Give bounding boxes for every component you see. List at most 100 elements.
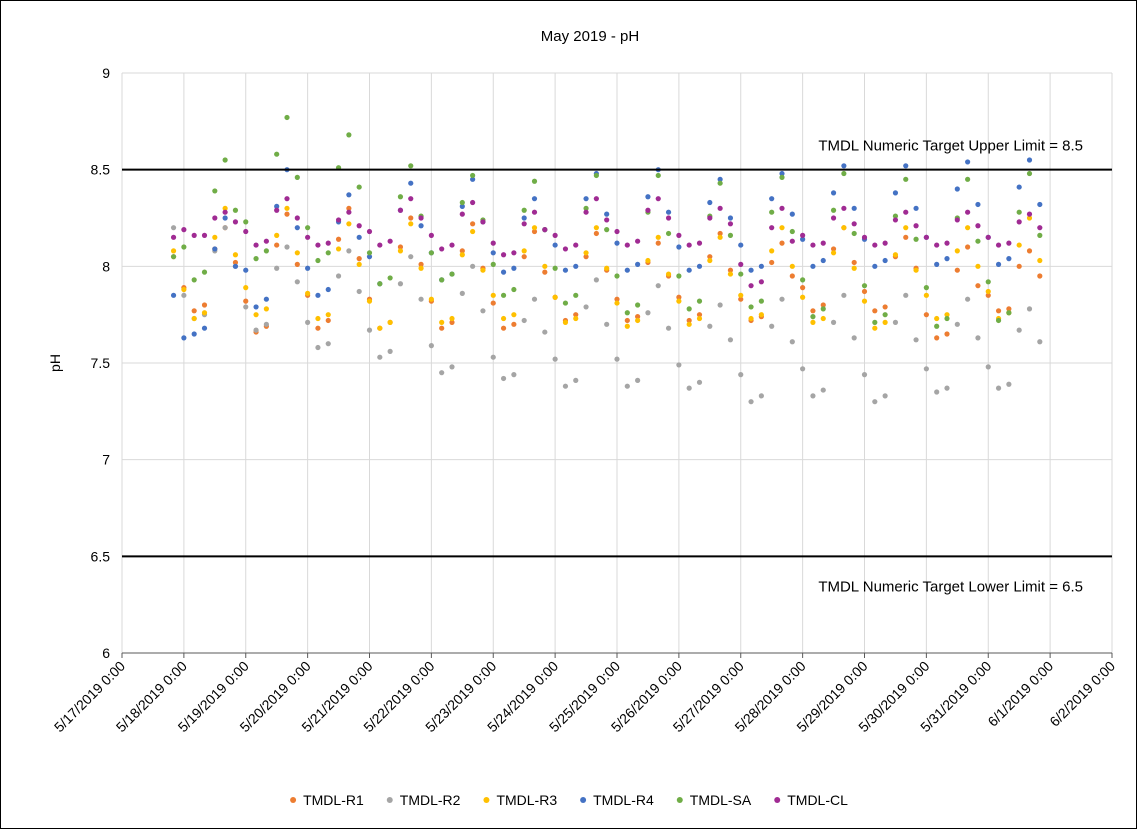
data-point bbox=[923, 292, 929, 298]
data-point bbox=[1016, 327, 1022, 333]
data-point bbox=[305, 265, 311, 271]
data-point bbox=[727, 232, 734, 238]
data-point bbox=[181, 244, 187, 250]
data-point bbox=[1026, 170, 1033, 177]
data-point bbox=[892, 213, 899, 219]
data-point bbox=[892, 190, 899, 196]
data-point bbox=[717, 302, 723, 308]
data-point bbox=[779, 296, 785, 302]
data-point bbox=[500, 325, 507, 331]
data-point bbox=[593, 196, 599, 202]
data-point bbox=[789, 238, 795, 244]
data-point bbox=[892, 252, 899, 258]
data-point bbox=[872, 325, 878, 331]
data-point bbox=[201, 302, 208, 308]
data-point bbox=[748, 283, 754, 289]
data-point bbox=[583, 250, 589, 256]
data-point bbox=[294, 250, 300, 256]
data-point bbox=[1037, 232, 1043, 238]
data-point bbox=[500, 315, 507, 322]
data-point bbox=[614, 273, 620, 279]
data-point bbox=[366, 250, 373, 256]
data-point bbox=[511, 321, 517, 327]
data-point bbox=[201, 269, 208, 275]
data-point bbox=[717, 234, 723, 240]
data-point bbox=[738, 292, 744, 298]
data-point bbox=[1026, 157, 1033, 163]
data-point bbox=[397, 248, 404, 254]
data-point bbox=[305, 225, 311, 231]
data-point bbox=[325, 317, 331, 324]
data-point bbox=[872, 263, 878, 269]
data-point bbox=[542, 329, 548, 335]
data-point bbox=[1016, 209, 1022, 215]
data-point bbox=[294, 174, 300, 180]
data-point bbox=[212, 188, 218, 194]
data-point bbox=[769, 259, 775, 266]
data-point bbox=[851, 265, 857, 271]
data-point bbox=[727, 271, 734, 277]
data-point bbox=[738, 261, 744, 267]
data-point bbox=[748, 315, 754, 322]
data-point bbox=[944, 256, 950, 262]
data-point bbox=[820, 306, 826, 312]
data-point bbox=[820, 302, 826, 308]
data-point bbox=[274, 242, 280, 248]
data-point bbox=[635, 302, 641, 308]
data-point bbox=[573, 312, 579, 318]
data-point bbox=[573, 242, 579, 248]
data-point bbox=[738, 242, 744, 248]
data-point bbox=[758, 393, 764, 399]
data-point bbox=[243, 219, 249, 225]
data-point bbox=[913, 236, 919, 242]
data-point bbox=[686, 385, 692, 391]
data-point bbox=[356, 223, 362, 229]
data-point bbox=[944, 315, 950, 322]
data-point bbox=[511, 372, 517, 378]
data-point bbox=[212, 246, 218, 252]
data-point bbox=[366, 298, 373, 304]
legend-marker bbox=[774, 797, 781, 803]
data-point bbox=[418, 215, 424, 221]
data-point bbox=[232, 207, 239, 213]
data-point bbox=[480, 219, 486, 225]
data-point bbox=[263, 306, 269, 312]
data-point bbox=[294, 225, 300, 231]
data-point bbox=[1026, 211, 1033, 217]
data-point bbox=[686, 242, 692, 248]
data-point bbox=[717, 176, 723, 182]
data-point bbox=[820, 315, 826, 322]
data-point bbox=[428, 250, 434, 256]
data-point bbox=[521, 254, 527, 260]
data-point bbox=[810, 242, 816, 248]
data-point bbox=[604, 321, 610, 327]
data-point bbox=[562, 319, 569, 325]
data-point bbox=[511, 286, 517, 293]
data-point bbox=[294, 279, 300, 285]
data-point bbox=[923, 312, 929, 318]
data-point bbox=[356, 261, 362, 267]
data-point bbox=[820, 240, 826, 246]
data-point bbox=[222, 157, 228, 163]
data-point bbox=[212, 215, 218, 221]
data-point bbox=[861, 234, 868, 240]
data-point bbox=[325, 312, 331, 318]
data-point bbox=[1037, 339, 1043, 345]
data-point bbox=[748, 304, 754, 310]
data-point bbox=[965, 296, 971, 302]
data-point bbox=[521, 207, 527, 213]
data-point bbox=[934, 261, 940, 267]
data-point bbox=[531, 178, 538, 184]
data-point bbox=[552, 356, 558, 362]
data-point bbox=[635, 261, 641, 267]
legend-label: TMDL-R2 bbox=[400, 792, 461, 808]
data-point bbox=[449, 364, 455, 370]
data-point bbox=[624, 242, 630, 248]
data-point bbox=[800, 232, 806, 238]
data-point bbox=[1026, 306, 1033, 312]
data-point bbox=[346, 205, 352, 211]
data-point bbox=[800, 277, 806, 283]
data-point bbox=[294, 261, 300, 267]
data-point bbox=[934, 323, 940, 329]
data-point bbox=[1026, 215, 1033, 221]
